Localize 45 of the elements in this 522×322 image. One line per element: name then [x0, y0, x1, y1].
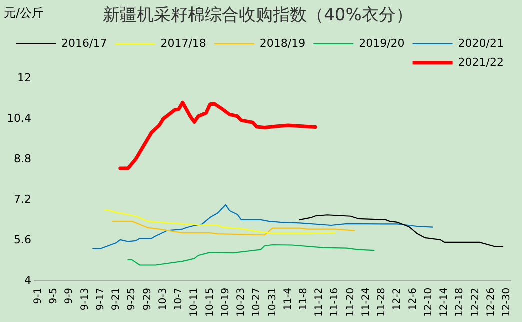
- x-tick-label: 10-3: [158, 288, 169, 311]
- x-tick-label: 9-5: [48, 288, 60, 304]
- x-tick-label: 10-19: [220, 288, 232, 318]
- legend-label: 2017/18: [160, 36, 206, 50]
- x-tick-label: 12-30: [502, 288, 513, 318]
- x-tick-label: 10-27: [252, 288, 263, 318]
- x-tick-label: 9-13: [80, 288, 91, 311]
- x-tick-label: 9-21: [111, 288, 122, 311]
- legend-label: 2021/22: [458, 56, 504, 69]
- x-tick-label: 12-22: [470, 288, 482, 318]
- y-tick-label: 7.2: [14, 192, 32, 206]
- x-tick-label: 9-17: [95, 288, 106, 311]
- x-tick-label: 10-31: [267, 288, 278, 318]
- legend-label: 2019/20: [359, 36, 405, 50]
- x-tick-label: 9-1: [32, 288, 44, 304]
- x-tick-label: 12-6: [408, 288, 419, 311]
- x-tick-label: 12-14: [439, 288, 450, 318]
- y-tick-label: 8.8: [14, 152, 32, 166]
- legend-label: 2020/21: [458, 36, 504, 50]
- legend-label: 2016/17: [62, 36, 108, 50]
- x-tick-label: 12-26: [486, 288, 497, 318]
- x-tick-label: 10-7: [174, 288, 185, 311]
- x-tick-label: 9-9: [64, 288, 76, 304]
- x-tick-label: 11-12: [314, 288, 326, 318]
- x-tick-label: 10-11: [189, 288, 200, 318]
- y-tick-label: 12: [17, 71, 32, 84]
- x-tick-label: 11-4: [282, 288, 294, 311]
- x-tick-label: 11-28: [376, 288, 388, 318]
- legend-label: 2018/19: [260, 36, 306, 50]
- x-tick-label: 11-24: [360, 288, 372, 318]
- x-tick-label: 10-15: [204, 288, 216, 318]
- x-tick-label: 12-18: [454, 288, 466, 318]
- y-tick-label: 5.6: [14, 233, 32, 246]
- x-tick-label: 10-23: [236, 288, 248, 318]
- y-tick-label: 10.4: [6, 112, 32, 125]
- y-tick-label: 4: [24, 274, 32, 287]
- x-tick-label: 9-25: [126, 288, 138, 311]
- x-tick-label: 12-2: [392, 288, 404, 311]
- y-axis-title: 元/公斤: [4, 6, 44, 20]
- x-tick-label: 11-20: [345, 288, 356, 318]
- chart-title: 新疆机采籽棉综合收购指数（40%衣分）: [103, 6, 413, 26]
- x-tick-label: 9-29: [142, 288, 154, 311]
- x-tick-label: 11-8: [298, 288, 310, 311]
- x-tick-label: 12-10: [423, 288, 434, 318]
- x-tick-label: 11-16: [330, 288, 341, 318]
